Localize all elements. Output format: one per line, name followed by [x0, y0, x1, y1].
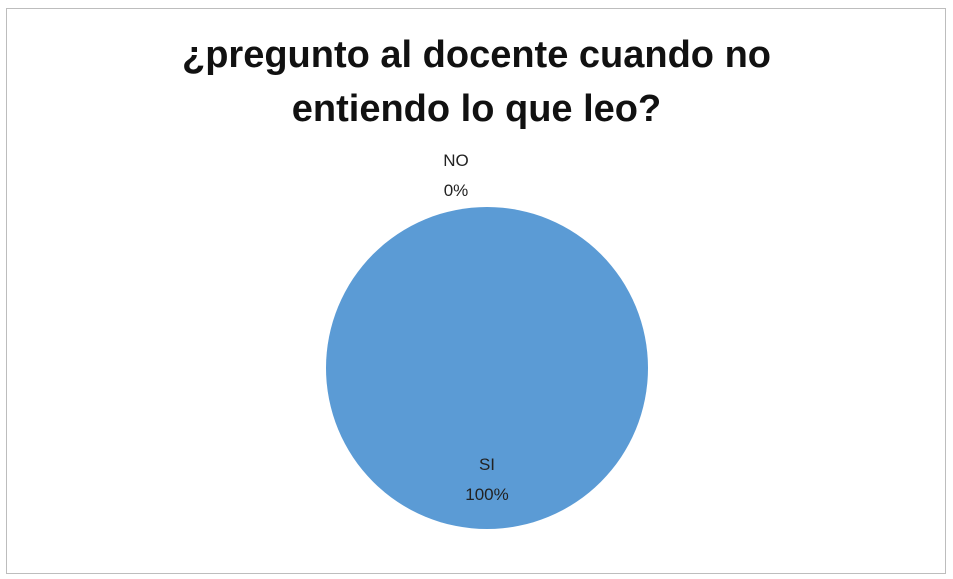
chart-title: ¿pregunto al docente cuando no entiendo …: [0, 28, 953, 136]
data-label-si-percent: 100%: [465, 485, 508, 504]
data-label-no-percent: 0%: [444, 181, 469, 200]
chart-title-line-1: ¿pregunto al docente cuando no: [182, 34, 771, 76]
data-label-no-category: NO: [443, 151, 469, 170]
pie-slices: [326, 207, 648, 529]
data-label-si-category: SI: [479, 455, 495, 474]
pie-slice-si: [326, 207, 648, 529]
chart-title-line-2: entiendo lo que leo?: [291, 88, 662, 130]
